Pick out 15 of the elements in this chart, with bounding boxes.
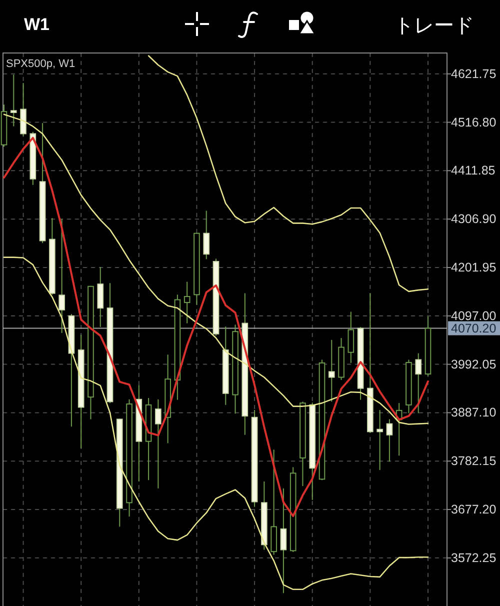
y-tick-label: 3677.20 xyxy=(451,502,496,517)
annotation: W1 xyxy=(24,15,50,34)
text: SPX500p, W1 xyxy=(6,58,76,70)
y-tick-label: 4621.75 xyxy=(451,66,496,81)
y-tick-label: 4201.95 xyxy=(451,260,496,274)
y-tick-label: 3887.10 xyxy=(451,406,496,420)
annotation: トレード xyxy=(394,15,474,37)
y-tick-label: 3572.25 xyxy=(451,550,496,565)
y-tick-label: 3782.15 xyxy=(451,454,496,468)
y-tick-label: 4306.90 xyxy=(451,212,496,226)
y-tick-label: 4097.00 xyxy=(451,308,496,323)
ref-line-label: 4070.20 xyxy=(451,321,496,336)
y-tick-label: 3992.05 xyxy=(451,357,496,372)
y-tick-label: 4516.80 xyxy=(451,115,496,130)
y-tick-label: 4411.85 xyxy=(451,164,496,178)
